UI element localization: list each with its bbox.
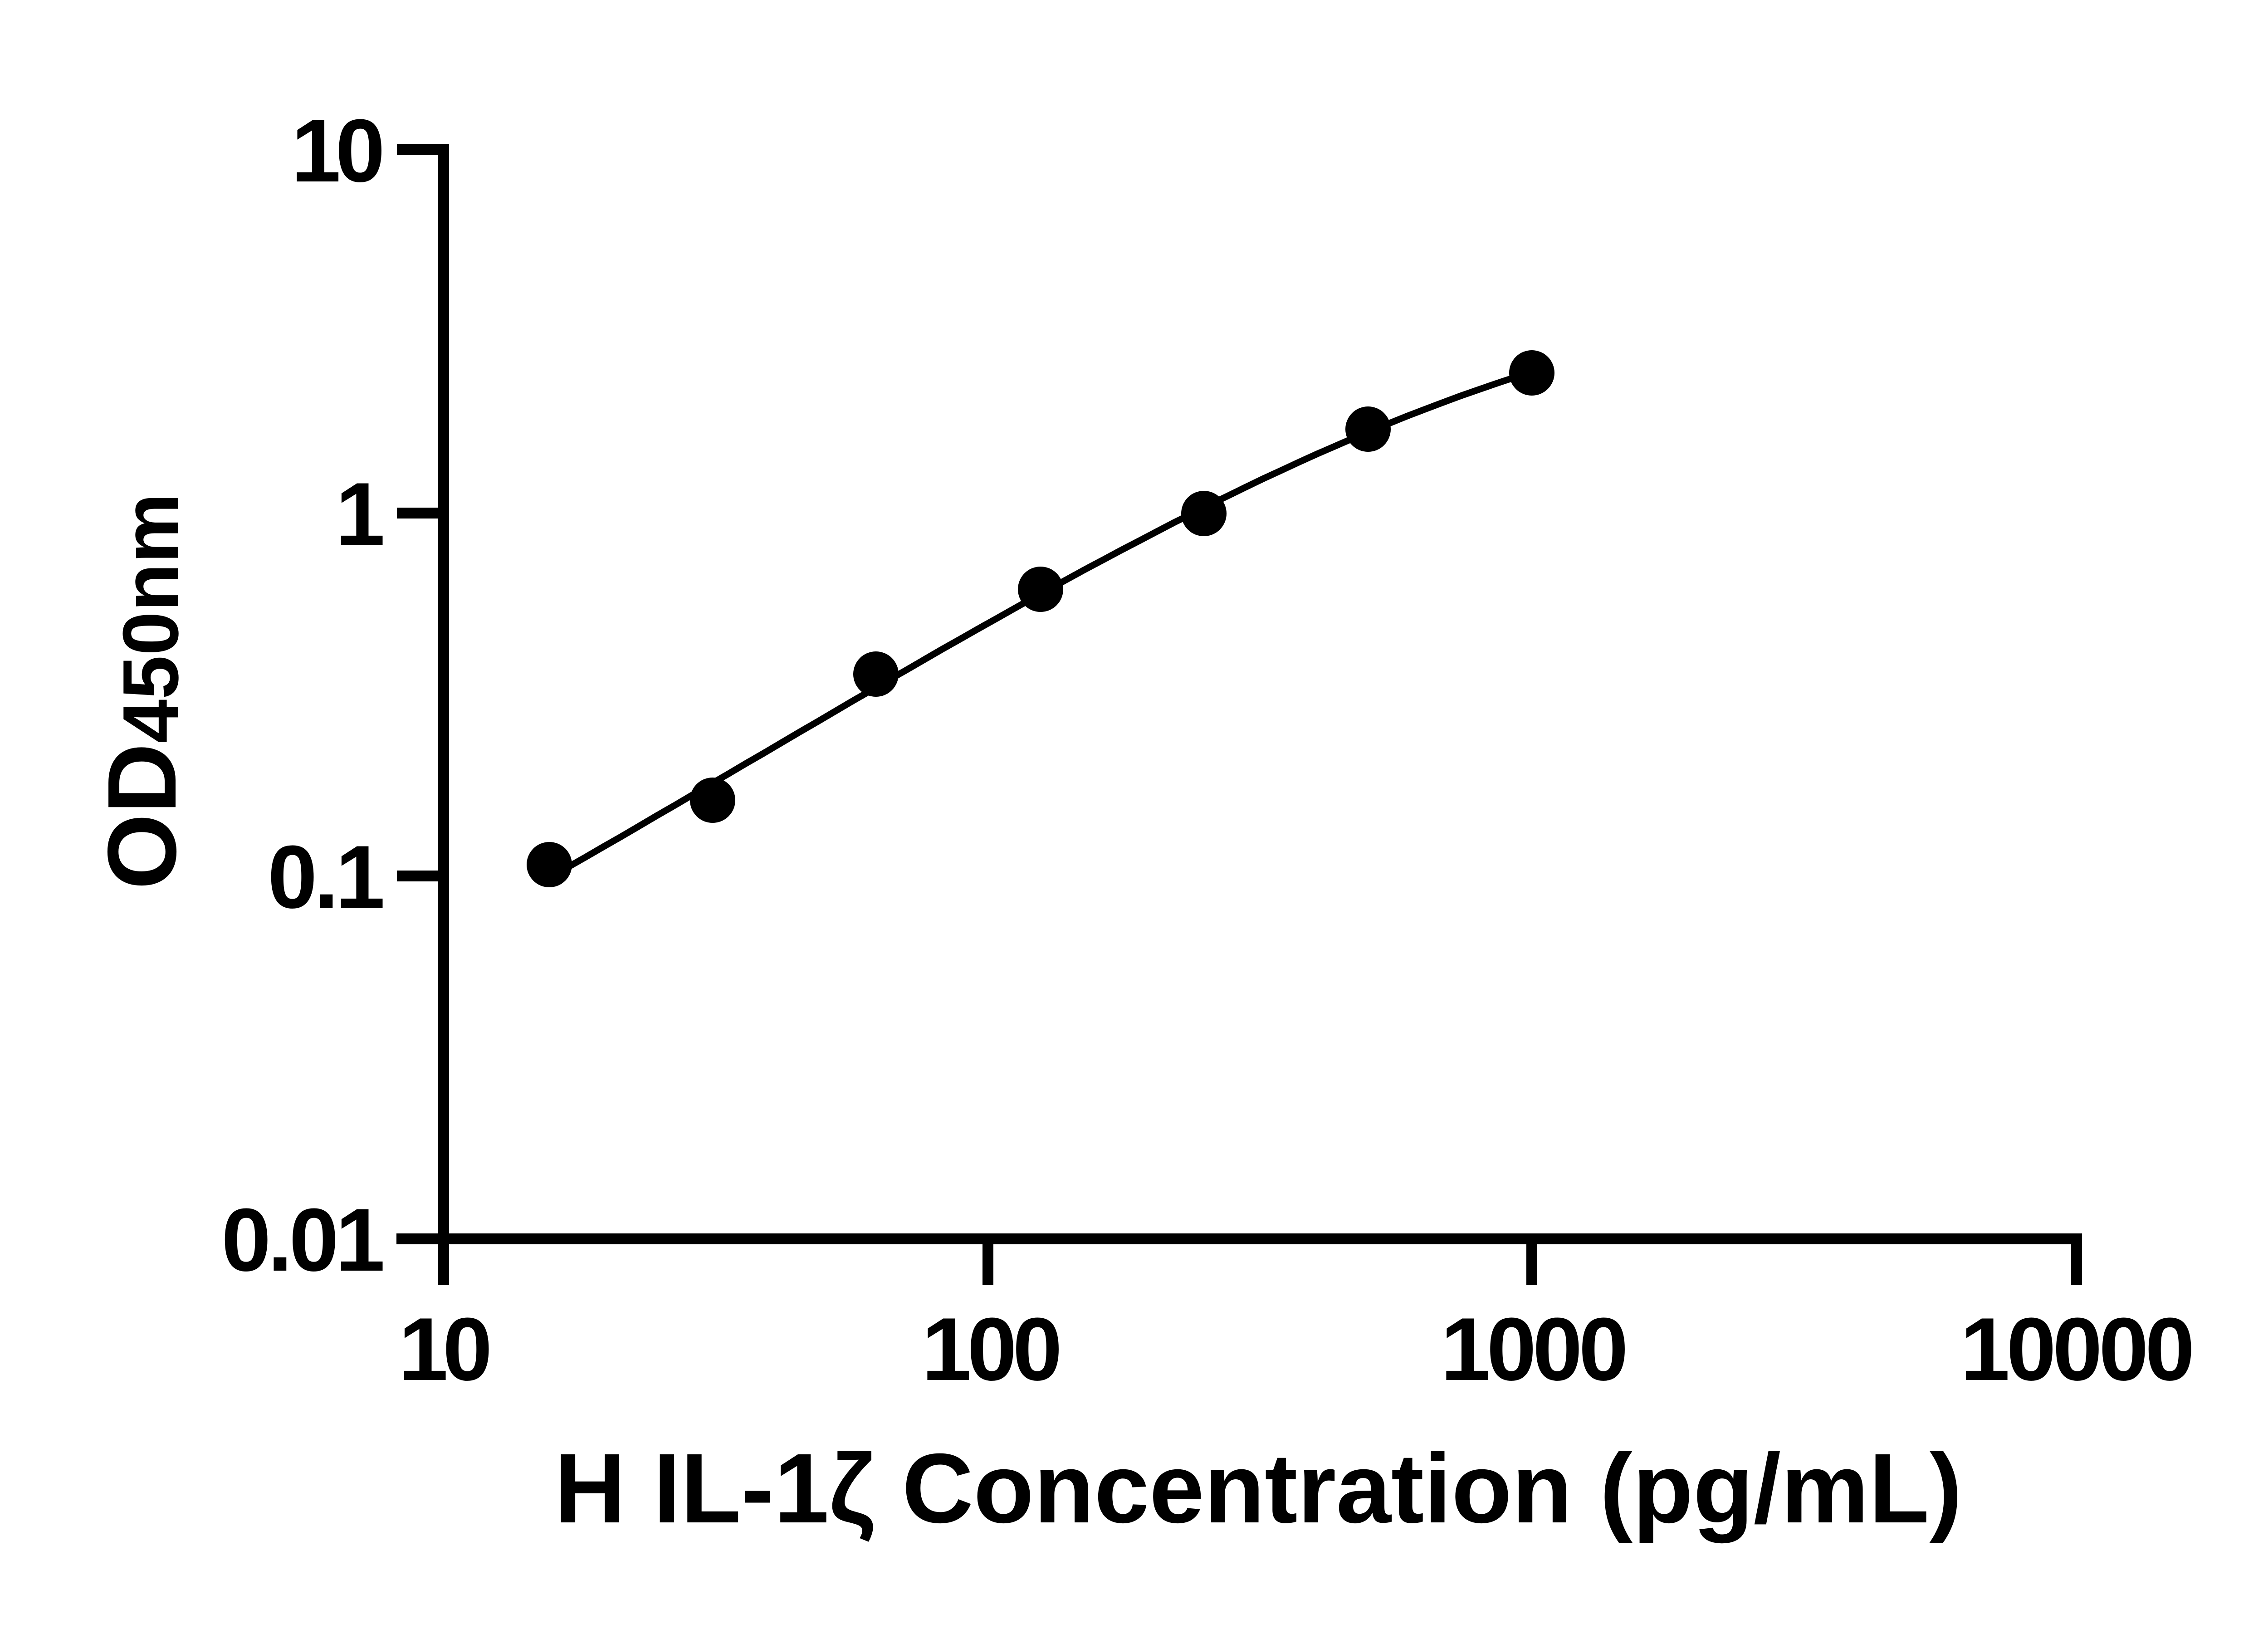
svg-text:0.01: 0.01 xyxy=(221,1190,385,1290)
svg-text:H IL-1ζ Concentration (pg/mL): H IL-1ζ Concentration (pg/mL) xyxy=(554,1433,1962,1544)
svg-text:100: 100 xyxy=(922,1299,1062,1399)
svg-text:OD450nm: OD450nm xyxy=(87,493,196,890)
svg-text:1: 1 xyxy=(335,464,385,564)
svg-text:10000: 10000 xyxy=(1960,1299,2195,1399)
svg-text:10: 10 xyxy=(291,101,385,201)
svg-text:0.1: 0.1 xyxy=(268,827,385,927)
svg-text:1000: 1000 xyxy=(1441,1299,1628,1399)
svg-text:10: 10 xyxy=(399,1299,493,1399)
